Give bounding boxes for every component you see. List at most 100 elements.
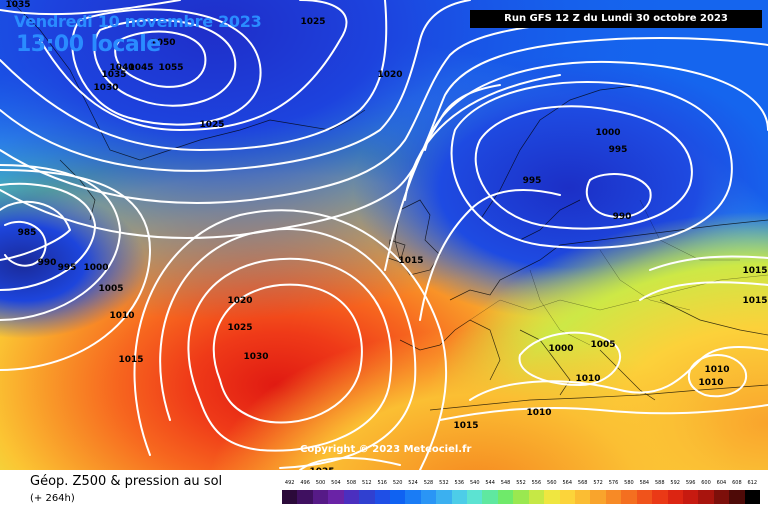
- legend-swatch: [513, 490, 529, 504]
- legend-label: 532: [439, 480, 449, 486]
- legend-swatch: [436, 490, 452, 504]
- legend-label: 520: [392, 480, 403, 486]
- legend-swatch: [528, 490, 545, 504]
- isobar-label: 1030: [243, 352, 268, 362]
- legend-swatch: [698, 490, 714, 504]
- forecast-local-time: 13:00 locale: [16, 32, 161, 57]
- map-title: Géop. Z500 & pression au sol: [30, 474, 223, 489]
- legend-swatch: [374, 490, 390, 504]
- isobar-label: 995: [58, 263, 77, 273]
- isobar-label: 1050: [150, 38, 175, 48]
- copyright-text: Copyright © 2023 Meteociel.fr: [300, 444, 472, 455]
- legend-labels: 492 496 500 504 508 512 516 520 524 528 532 536 540 5…: [282, 480, 760, 490]
- isobar-label: 1040: [109, 63, 134, 73]
- legend-label: 504: [331, 480, 341, 486]
- legend-label: 496: [300, 480, 310, 486]
- legend-label: 560: [547, 480, 557, 486]
- legend-swatch: [420, 490, 437, 504]
- isobar-label: 1010: [704, 365, 729, 375]
- legend-label: 568: [577, 480, 588, 486]
- legend-label: 500: [315, 480, 326, 486]
- legend-swatch: [575, 490, 591, 504]
- legend-swatch: [389, 490, 406, 504]
- legend-swatch: [482, 490, 498, 504]
- isobar-label: 1025: [309, 467, 334, 470]
- legend-label: 564: [562, 480, 573, 486]
- legend-label: 588: [654, 480, 665, 486]
- legend-label: 540: [469, 480, 480, 486]
- isobar-label: 1015: [398, 256, 423, 266]
- isobar-label: 1010: [575, 374, 600, 384]
- isobar-label: 985: [18, 228, 37, 238]
- isobar-label: 1055: [158, 63, 183, 73]
- legend-label: 584: [639, 480, 650, 486]
- legend-label: 596: [685, 480, 696, 486]
- isobar-label: 1020: [227, 296, 252, 306]
- legend-swatch: [682, 490, 699, 504]
- isobar-label: 1000: [595, 128, 620, 138]
- isobar-label: 1000: [548, 344, 573, 354]
- legend-label: 492: [284, 480, 295, 486]
- legend-label: 580: [624, 480, 634, 486]
- isobar-label: 1025: [199, 120, 224, 130]
- isobar-label: 1015: [742, 266, 767, 276]
- isobar-label: 1035: [5, 0, 30, 10]
- legend-label: 572: [593, 480, 603, 486]
- legend-label: 512: [362, 480, 372, 486]
- isobar-label: 995: [609, 145, 628, 155]
- legend-swatch: [451, 490, 468, 504]
- legend-swatch: [559, 490, 576, 504]
- isobar-label: 1010: [698, 378, 723, 388]
- isobar-label: 1015: [118, 355, 143, 365]
- isobar-label: 1010: [526, 408, 551, 418]
- isobar-label: 1015: [453, 421, 478, 431]
- legend-label: 516: [377, 480, 387, 486]
- legend-label: 600: [701, 480, 711, 486]
- isobars: [0, 0, 768, 470]
- legend-swatch: [621, 490, 637, 504]
- legend-label: 608: [732, 480, 742, 486]
- isobar-label: 1005: [98, 284, 123, 294]
- legend-swatch: [713, 490, 730, 504]
- legend-swatch: [605, 490, 622, 504]
- legend-swatch: [497, 490, 514, 504]
- isobar-label: 1045: [128, 63, 153, 73]
- legend-swatch: [544, 490, 560, 504]
- legend-swatch: [729, 490, 745, 504]
- legend-swatch: [652, 490, 668, 504]
- isobar-label: 1000: [83, 263, 108, 273]
- isobar-label: 990: [613, 212, 632, 222]
- isobar-label: 1025: [300, 17, 325, 27]
- isobar-label: 1030: [93, 83, 118, 93]
- legend-label: 592: [670, 480, 680, 486]
- legend-label: 576: [608, 480, 619, 486]
- legend-swatch: [636, 490, 653, 504]
- legend-label: 544: [485, 480, 495, 486]
- map-footer: Géop. Z500 & pression au sol (+ 264h) 49…: [0, 470, 768, 512]
- isobar-label: 990: [38, 258, 57, 268]
- legend-swatch: [405, 490, 421, 504]
- legend-swatch: [297, 490, 313, 504]
- legend-label: 524: [408, 480, 418, 486]
- forecast-lead-time: (+ 264h): [30, 493, 75, 504]
- legend-label: 556: [531, 480, 542, 486]
- isobar-label: 1015: [742, 296, 767, 306]
- legend-label: 548: [500, 480, 511, 486]
- run-info-banner: Run GFS 12 Z du Lundi 30 octobre 2023: [470, 10, 762, 28]
- legend-label: 528: [423, 480, 434, 486]
- isobar-label: 1035: [101, 70, 126, 80]
- legend-swatch: [590, 490, 606, 504]
- legend-swatch: [744, 490, 761, 504]
- legend-swatch: [312, 490, 329, 504]
- legend-swatch: [359, 490, 375, 504]
- legend-swatch: [282, 490, 298, 504]
- legend-swatch: [667, 490, 683, 504]
- isobar-label: 1005: [590, 340, 615, 350]
- legend-label: 508: [346, 480, 357, 486]
- legend-label: 604: [716, 480, 727, 486]
- isobar-label: 1010: [109, 311, 134, 321]
- isobar-label: 1025: [227, 323, 252, 333]
- legend-label: 552: [516, 480, 526, 486]
